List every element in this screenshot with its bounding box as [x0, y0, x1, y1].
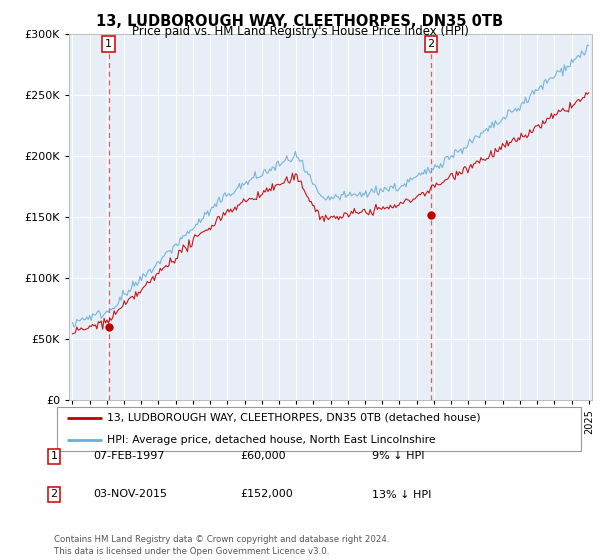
Text: 2: 2: [50, 489, 58, 500]
Text: Contains HM Land Registry data © Crown copyright and database right 2024.
This d: Contains HM Land Registry data © Crown c…: [54, 535, 389, 556]
Text: 13, LUDBOROUGH WAY, CLEETHORPES, DN35 0TB: 13, LUDBOROUGH WAY, CLEETHORPES, DN35 0T…: [97, 14, 503, 29]
Text: 07-FEB-1997: 07-FEB-1997: [93, 451, 164, 461]
Text: 2: 2: [428, 39, 434, 49]
Text: 13% ↓ HPI: 13% ↓ HPI: [372, 489, 431, 500]
Text: 9% ↓ HPI: 9% ↓ HPI: [372, 451, 425, 461]
Text: HPI: Average price, detached house, North East Lincolnshire: HPI: Average price, detached house, Nort…: [107, 435, 436, 445]
Text: 03-NOV-2015: 03-NOV-2015: [93, 489, 167, 500]
Text: 1: 1: [105, 39, 112, 49]
Text: 13, LUDBOROUGH WAY, CLEETHORPES, DN35 0TB (detached house): 13, LUDBOROUGH WAY, CLEETHORPES, DN35 0T…: [107, 413, 481, 423]
Text: £152,000: £152,000: [240, 489, 293, 500]
FancyBboxPatch shape: [56, 407, 581, 451]
Text: Price paid vs. HM Land Registry's House Price Index (HPI): Price paid vs. HM Land Registry's House …: [131, 25, 469, 38]
Text: £60,000: £60,000: [240, 451, 286, 461]
Text: 1: 1: [50, 451, 58, 461]
